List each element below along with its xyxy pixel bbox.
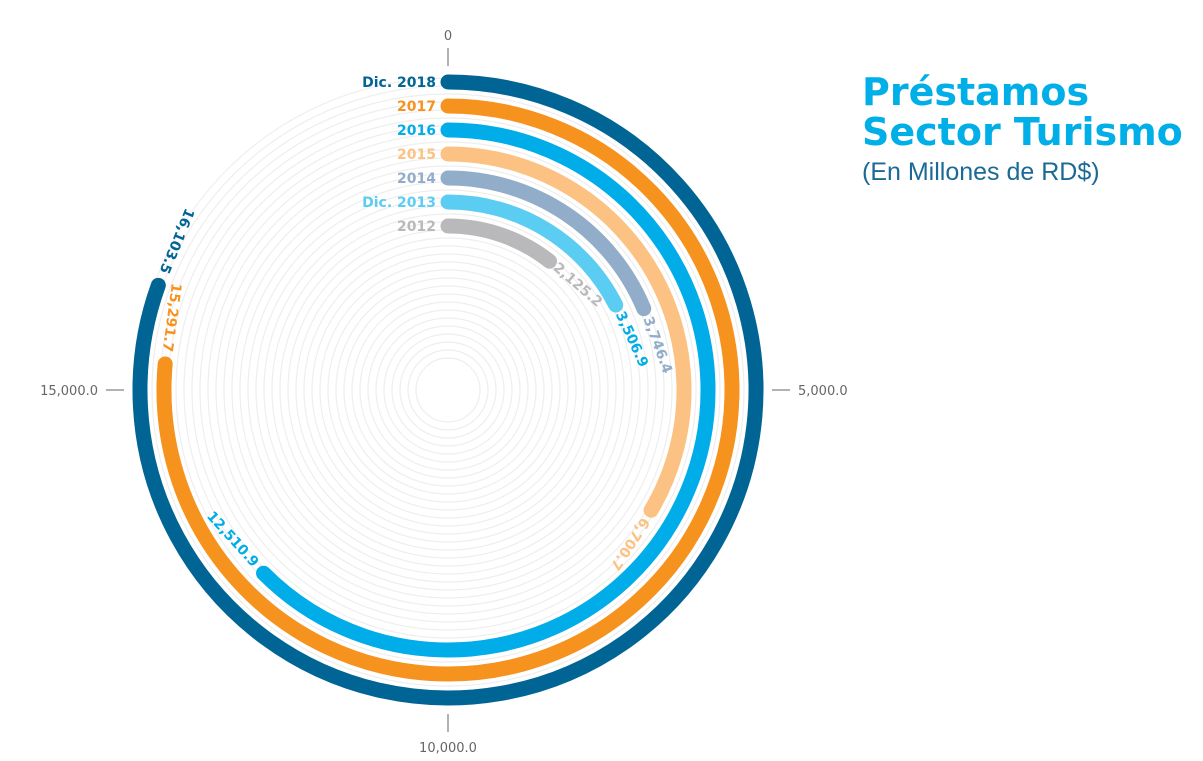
background-ring bbox=[335, 277, 561, 503]
category-label: Dic. 2013 bbox=[362, 195, 436, 211]
bar-2017 bbox=[156, 98, 740, 682]
background-ring bbox=[271, 213, 625, 567]
chart-title-line-2: Sector Turismo bbox=[862, 110, 1183, 154]
background-ring bbox=[343, 285, 553, 495]
chart-subtitle: (En Millones de RD$) bbox=[862, 158, 1100, 186]
background-ring bbox=[359, 301, 537, 479]
background-ring bbox=[247, 189, 649, 591]
background-ring bbox=[415, 357, 481, 423]
background-ring bbox=[303, 245, 593, 535]
chart-title-block: Préstamos Sector Turismo (En Millones de… bbox=[862, 72, 1183, 187]
bar-dic-2018 bbox=[132, 74, 764, 706]
background-ring bbox=[367, 309, 529, 471]
background-ring bbox=[327, 269, 569, 511]
background-ring bbox=[175, 117, 721, 663]
bars bbox=[132, 74, 764, 706]
background-ring bbox=[199, 141, 697, 639]
bar-2016 bbox=[256, 122, 716, 658]
bar-2014 bbox=[440, 170, 652, 317]
background-ring bbox=[383, 325, 513, 455]
axis-tick-label: 0 bbox=[444, 29, 452, 44]
background-ring bbox=[319, 261, 577, 519]
background-ring bbox=[223, 165, 673, 615]
bar-2012 bbox=[440, 218, 558, 269]
background-ring bbox=[311, 253, 585, 527]
background-ring bbox=[351, 293, 545, 487]
bar-2015 bbox=[440, 146, 692, 518]
category-label: 2015 bbox=[397, 147, 436, 163]
category-label: 2017 bbox=[397, 99, 436, 115]
category-label: 2012 bbox=[397, 219, 436, 235]
background-ring bbox=[375, 317, 521, 463]
background-ring bbox=[407, 349, 489, 431]
axis-tick-label: 5,000.0 bbox=[798, 384, 848, 399]
category-label: 2016 bbox=[397, 123, 436, 139]
background-ring bbox=[391, 333, 505, 447]
axis-tick-label: 10,000.0 bbox=[419, 741, 477, 756]
axis-ticks: 0 5,000.0 10,000.0 15,000.0 bbox=[40, 29, 848, 756]
value-label: 16,103.5 bbox=[156, 206, 197, 276]
category-label: Dic. 2018 bbox=[362, 75, 436, 91]
background-ring bbox=[295, 237, 601, 543]
background-ring bbox=[151, 93, 745, 687]
chart-title-line-1: Préstamos bbox=[862, 70, 1090, 114]
bar-dic-2013 bbox=[440, 194, 624, 313]
background-ring bbox=[399, 341, 497, 439]
center-hole bbox=[431, 373, 465, 407]
category-label: 2014 bbox=[397, 171, 436, 187]
axis-tick-label: 15,000.0 bbox=[40, 384, 98, 399]
